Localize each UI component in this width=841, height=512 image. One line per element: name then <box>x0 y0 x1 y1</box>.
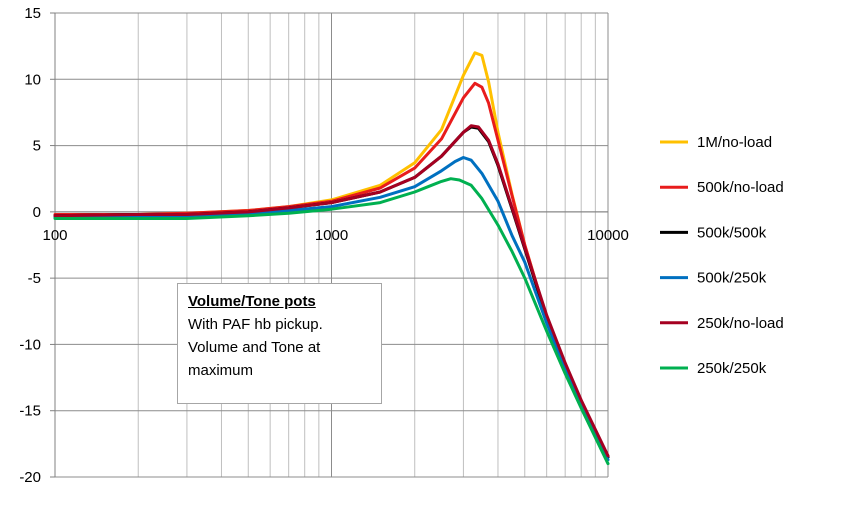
series-line-6 <box>53 177 610 466</box>
legend-label-4: 500k/250k <box>697 270 767 287</box>
legend-label-6: 250k/250k <box>697 360 767 377</box>
y-tick-labels: 15 10 5 0 -5 -10 -15 -20 <box>19 5 41 486</box>
x-tick-label: 1000 <box>315 227 348 244</box>
y-tick-label: 5 <box>33 138 41 155</box>
y-tick-label: 10 <box>24 71 41 88</box>
annotation-box: Volume/Tone pots With PAF hb pickup. Vol… <box>177 283 382 404</box>
x-tick-label: 10000 <box>587 227 629 244</box>
legend-label-3: 500k/500k <box>697 224 767 241</box>
legend-label-2: 500k/no-load <box>697 179 784 196</box>
y-tick-label: -10 <box>19 336 41 353</box>
series-line-4 <box>53 156 610 462</box>
annotation-title: Volume/Tone pots <box>188 293 316 310</box>
x-tick-labels: 100 1000 10000 <box>42 227 628 244</box>
y-tick-label: 0 <box>33 204 41 221</box>
series-lines <box>53 51 610 466</box>
series-line-5 <box>53 124 610 458</box>
y-tick-label: -15 <box>19 403 41 420</box>
y-tick-label: -5 <box>28 270 41 287</box>
annotation-line-3: maximum <box>188 362 254 379</box>
annotation-line-1: With PAF hb pickup. <box>188 316 323 333</box>
legend-label-1: 1M/no-load <box>697 134 772 151</box>
x-tick-label: 100 <box>42 227 67 244</box>
y-tick-label: 15 <box>24 5 41 22</box>
legend-label-5: 250k/no-load <box>697 315 784 332</box>
annotation-line-2: Volume and Tone at <box>188 339 321 356</box>
legend: 1M/no-load 500k/no-load 500k/500k 500k/250k… <box>660 134 784 377</box>
y-tick-label: -20 <box>19 469 41 486</box>
